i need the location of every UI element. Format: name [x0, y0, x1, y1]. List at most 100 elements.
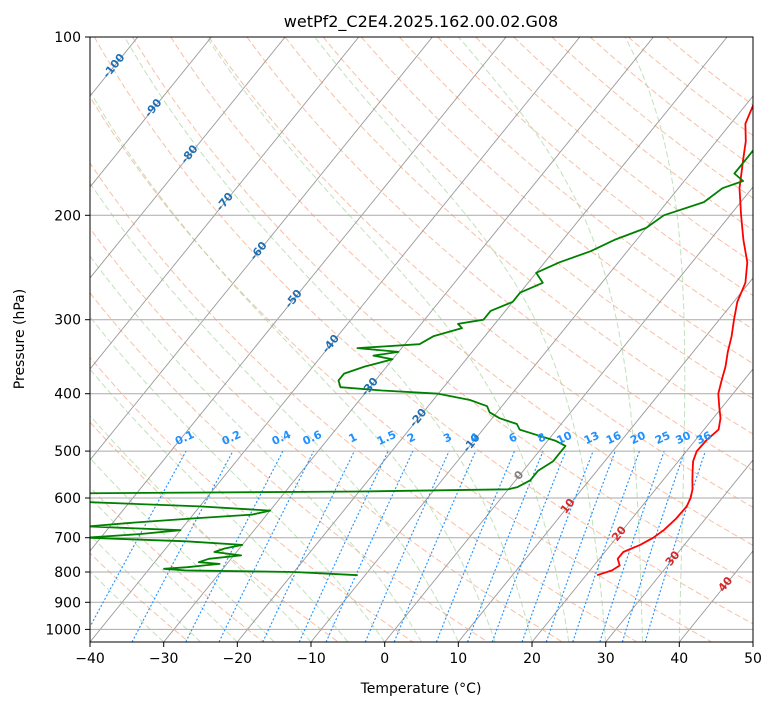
moist-adiabat — [124, 37, 533, 642]
y-tick-label: 400 — [54, 387, 81, 403]
isotherm — [236, 37, 728, 642]
moist-adiabat — [458, 37, 643, 642]
moist-adiabat — [90, 182, 459, 642]
x-axis-ticks: −40 −30 −20 −10 0 10 20 30 40 50 — [75, 642, 762, 667]
dewpoint-line — [90, 149, 753, 577]
dry-adiabat — [90, 95, 712, 642]
mixing-ratio-label: 13 — [582, 429, 601, 447]
moist-adiabat — [624, 37, 686, 642]
mixing-ratio-line — [325, 450, 414, 642]
moist-adiabats — [90, 37, 686, 642]
mixing-ratio-label: 20 — [628, 429, 648, 447]
mixing-ratio-line — [466, 450, 544, 642]
y-tick-label: 700 — [54, 531, 81, 547]
mixing-ratio-label: 10 — [555, 429, 575, 447]
mixing-ratio-label: 30 — [674, 429, 694, 447]
isotherm — [752, 641, 753, 642]
mixing-ratio-label: 16 — [604, 429, 624, 447]
x-tick-label: −20 — [223, 651, 253, 667]
isotherm — [163, 37, 654, 642]
y-tick-label: 600 — [54, 491, 81, 507]
moist-adiabat — [90, 90, 496, 642]
chart-title: wetPf2_C2E4.2025.162.00.02.G08 — [284, 12, 558, 32]
dry-adiabat — [475, 37, 753, 264]
dry-adiabat — [90, 227, 563, 642]
mixing-ratio-line — [599, 450, 665, 642]
moist-adiabat — [314, 37, 607, 642]
isotherms — [0, 37, 753, 642]
plot-background — [90, 37, 753, 642]
x-tick-label: −10 — [296, 651, 326, 667]
temperature-line — [596, 103, 753, 577]
dry-adiabats — [90, 37, 753, 642]
mixing-ratio-line — [131, 450, 234, 642]
mixing-ratio-line — [644, 450, 706, 642]
isotherm — [310, 95, 753, 642]
moist-adiabat — [206, 37, 570, 642]
y-tick-label: 200 — [54, 208, 81, 224]
dry-adiabat — [90, 292, 488, 642]
dry-adiabat — [360, 37, 753, 365]
mixing-ratio-line — [491, 450, 567, 642]
y-tick-label: 900 — [54, 595, 81, 611]
x-axis-label: Temperature (°C) — [360, 681, 482, 697]
mixing-ratio-line — [545, 450, 616, 642]
isotherm — [90, 37, 212, 188]
isotherm — [90, 37, 507, 552]
isotherm — [90, 37, 360, 370]
isotherm — [457, 277, 753, 642]
x-tick-label: 20 — [523, 651, 541, 667]
y-axis-ticks: 100 200 300 400 500 600 700 800 900 1000 — [45, 30, 90, 638]
mixing-ratio-line — [621, 450, 686, 642]
mixing-ratio-line — [521, 450, 594, 642]
moist-adiabat — [90, 368, 349, 642]
mixing-ratio-line — [435, 450, 516, 642]
isotherm — [90, 37, 433, 461]
dry-adiabat — [90, 486, 264, 642]
isotherm — [90, 37, 286, 279]
mixing-ratio-label: 36 — [694, 429, 714, 447]
moist-adiabat — [90, 255, 422, 642]
mixing-ratio-line — [572, 450, 641, 642]
mixing-ratio-label: 25 — [653, 429, 672, 447]
dry-adiabat — [132, 37, 753, 585]
y-axis-label: Pressure (hPa) — [12, 289, 28, 389]
mixing-ratio-line — [298, 450, 389, 642]
mixing-ratio-line — [90, 450, 187, 628]
mixing-ratio-lines — [90, 450, 706, 642]
dry-adiabat — [93, 37, 753, 625]
plot-frame — [89, 36, 754, 643]
x-tick-label: 40 — [670, 651, 688, 667]
profile-series — [90, 103, 753, 577]
x-tick-label: 10 — [449, 651, 467, 667]
isotherm — [0, 37, 64, 642]
x-tick-label: 30 — [597, 651, 615, 667]
x-tick-label: 50 — [744, 651, 762, 667]
x-tick-label: −30 — [149, 651, 179, 667]
dry-adiabat — [90, 162, 638, 642]
isotherm — [605, 459, 753, 642]
dry-adiabat — [322, 37, 753, 400]
dry-adiabat — [437, 37, 753, 297]
dry-adiabat — [208, 37, 753, 508]
y-tick-label: 500 — [54, 444, 81, 460]
moist-adiabat — [90, 316, 386, 642]
mixing-ratio-line — [218, 450, 315, 642]
x-tick-label: −40 — [75, 651, 105, 667]
isotherm — [384, 186, 753, 642]
dry-adiabat — [551, 37, 753, 199]
isotherm — [531, 368, 753, 642]
moist-adiabat — [90, 457, 275, 642]
mixing-ratio-line — [262, 450, 355, 642]
mixing-ratio-line — [185, 450, 284, 642]
pressure-gridlines — [90, 37, 753, 630]
y-tick-label: 800 — [54, 565, 81, 581]
y-tick-label: 100 — [54, 30, 81, 46]
mixing-ratio-line — [393, 450, 477, 642]
y-tick-label: 1000 — [45, 622, 81, 638]
dry-adiabat — [284, 37, 753, 435]
y-tick-label: 300 — [54, 313, 81, 329]
mixing-ratio-line — [364, 450, 450, 642]
x-tick-label: 0 — [380, 651, 389, 667]
